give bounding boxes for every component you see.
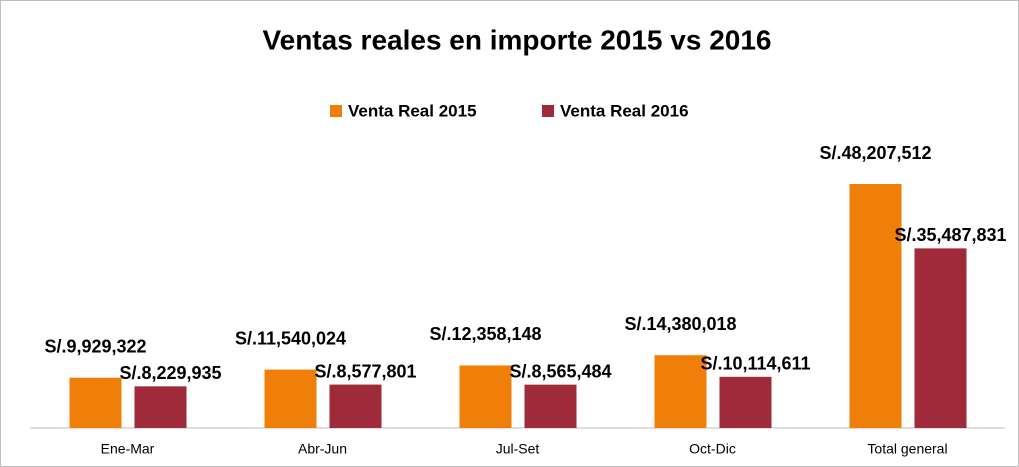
x-tick-label: Jul-Set — [496, 441, 540, 457]
bar — [524, 384, 577, 428]
bar — [719, 376, 772, 428]
data-label: S/.9,929,322 — [44, 336, 146, 356]
data-label: S/.12,358,148 — [429, 324, 541, 344]
legend-label: Venta Real 2016 — [560, 101, 689, 120]
data-label: S/.8,229,935 — [119, 363, 221, 383]
chart-title: Ventas reales en importe 2015 vs 2016 — [263, 24, 772, 55]
data-label: S/.8,577,801 — [314, 361, 416, 381]
x-tick-label: Ene-Mar — [101, 441, 155, 457]
legend-swatch — [542, 105, 554, 117]
x-tick-label: Oct-Dic — [689, 441, 736, 457]
data-label: S/.35,487,831 — [894, 225, 1006, 245]
data-label: S/.8,565,484 — [509, 361, 611, 381]
bar — [134, 386, 187, 428]
x-tick-label: Total general — [867, 441, 947, 457]
bar — [329, 384, 382, 428]
bar — [264, 369, 317, 428]
bar — [459, 365, 512, 428]
bar — [69, 377, 122, 428]
bar — [654, 355, 707, 428]
x-tick-label: Abr-Jun — [298, 441, 347, 457]
bar — [914, 248, 967, 428]
data-label: S/.14,380,018 — [624, 314, 736, 334]
bar — [849, 184, 902, 428]
data-label: S/.48,207,512 — [819, 143, 931, 163]
legend-swatch — [330, 105, 342, 117]
data-label: S/.10,114,611 — [700, 354, 810, 374]
legend-label: Venta Real 2015 — [348, 101, 477, 120]
data-label: S/.11,540,024 — [235, 328, 346, 348]
